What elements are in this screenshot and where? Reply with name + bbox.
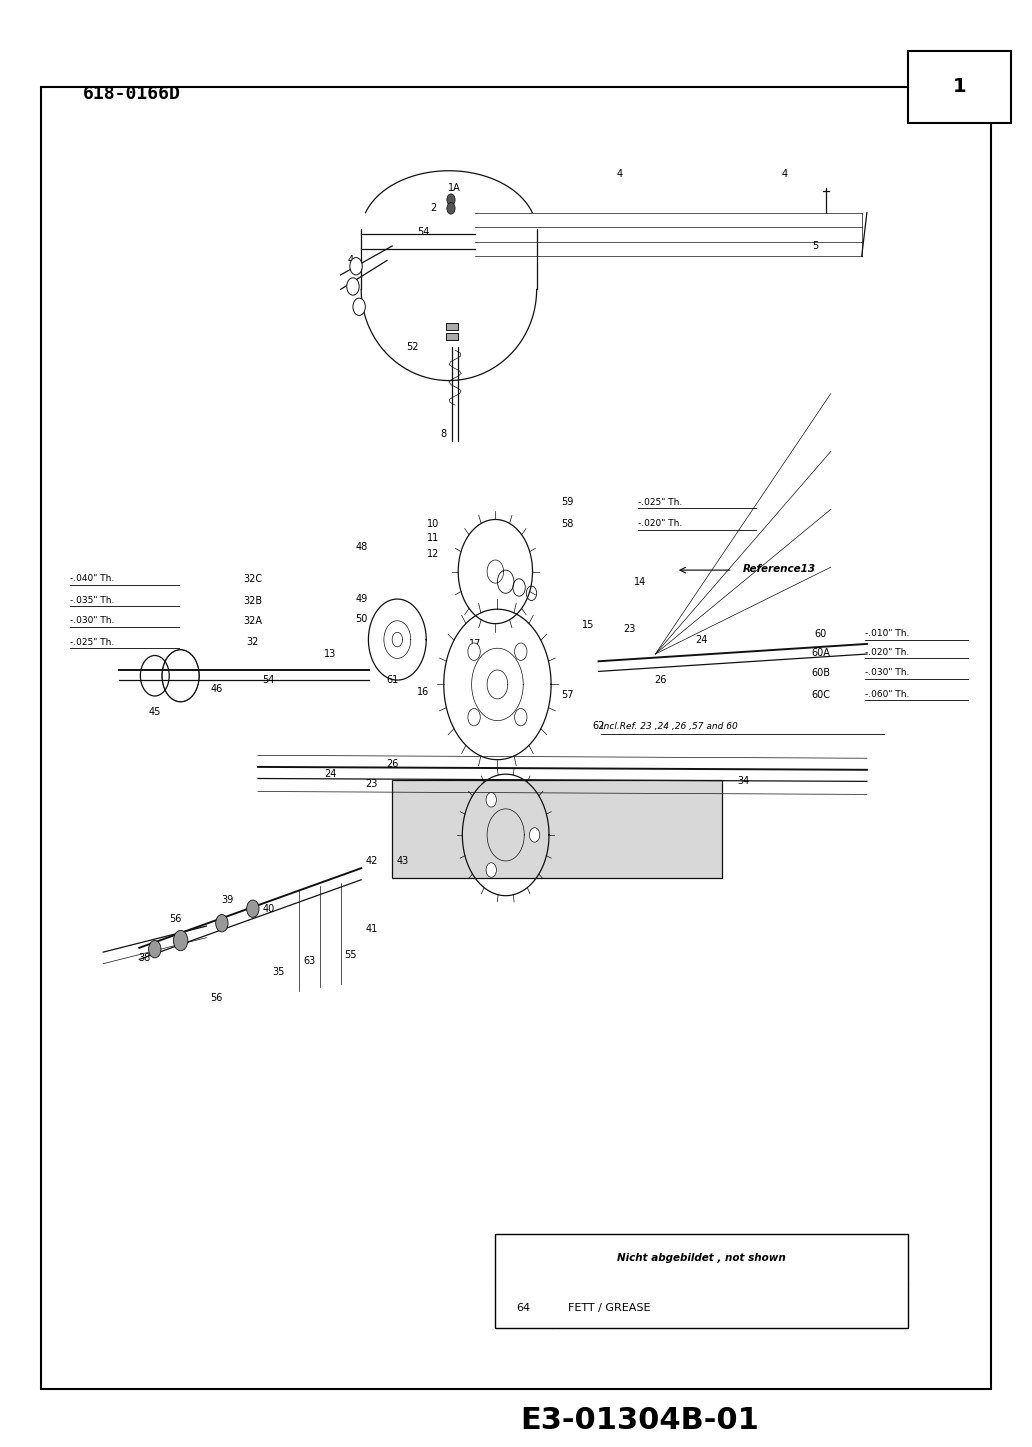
Text: 1A: 1A <box>448 184 460 192</box>
Text: 4: 4 <box>348 256 354 265</box>
Text: -.025" Th.: -.025" Th. <box>638 498 682 506</box>
Text: 59: 59 <box>561 498 574 506</box>
Text: 62: 62 <box>592 722 605 731</box>
Text: 57: 57 <box>561 690 574 699</box>
Text: -.030" Th.: -.030" Th. <box>70 616 115 625</box>
Text: 35: 35 <box>272 968 285 977</box>
Text: Nicht abgebildet , not shown: Nicht abgebildet , not shown <box>617 1253 786 1263</box>
Text: 41: 41 <box>365 925 378 933</box>
Text: 43: 43 <box>396 857 409 865</box>
Text: -.040" Th.: -.040" Th. <box>70 574 115 583</box>
Text: 23: 23 <box>365 780 378 789</box>
Text: 4: 4 <box>781 169 787 178</box>
Text: 26: 26 <box>386 760 398 768</box>
Text: 8: 8 <box>441 430 447 438</box>
Circle shape <box>216 915 228 932</box>
Text: 13: 13 <box>324 650 336 658</box>
Circle shape <box>486 862 496 877</box>
Circle shape <box>515 642 527 660</box>
Text: 34: 34 <box>737 777 749 786</box>
Text: 14: 14 <box>634 577 646 586</box>
Text: 40: 40 <box>262 904 275 913</box>
Bar <box>495 1234 908 1328</box>
Text: 50: 50 <box>355 615 367 624</box>
Text: 60: 60 <box>814 629 827 638</box>
Text: -.030" Th.: -.030" Th. <box>865 669 909 677</box>
Text: 32B: 32B <box>244 596 262 605</box>
Circle shape <box>447 194 455 205</box>
Text: 11: 11 <box>427 534 440 543</box>
Text: 32C: 32C <box>244 574 262 583</box>
Text: -.025" Th.: -.025" Th. <box>70 638 115 647</box>
Text: 39: 39 <box>221 896 233 904</box>
Circle shape <box>529 828 540 842</box>
Bar <box>908 51 1011 123</box>
Text: 42: 42 <box>365 857 378 865</box>
Text: 48: 48 <box>355 543 367 551</box>
Text: 60A: 60A <box>811 648 830 657</box>
Text: 24: 24 <box>696 635 708 644</box>
Text: 60B: 60B <box>811 669 830 677</box>
Text: 49: 49 <box>355 595 367 603</box>
Text: 54: 54 <box>417 227 429 236</box>
Circle shape <box>149 941 161 958</box>
Text: E3-01304B-01: E3-01304B-01 <box>520 1406 760 1435</box>
Text: 4: 4 <box>616 169 622 178</box>
Text: 10: 10 <box>427 519 440 528</box>
Text: 56: 56 <box>211 994 223 1003</box>
Text: FETT / GREASE: FETT / GREASE <box>568 1302 650 1312</box>
Text: 2: 2 <box>430 204 437 213</box>
Text: 618-0166D: 618-0166D <box>83 85 181 103</box>
Circle shape <box>486 793 496 807</box>
Circle shape <box>447 203 455 214</box>
Text: -.060" Th.: -.060" Th. <box>865 690 909 699</box>
Circle shape <box>347 278 359 295</box>
Text: 38: 38 <box>138 954 151 962</box>
Text: 61: 61 <box>386 676 398 684</box>
Text: -.020" Th.: -.020" Th. <box>638 519 682 528</box>
Text: 56: 56 <box>169 915 182 923</box>
Text: 15: 15 <box>582 621 594 629</box>
Text: 55: 55 <box>345 951 357 959</box>
Text: 1: 1 <box>953 77 967 97</box>
Text: 5: 5 <box>812 242 818 250</box>
Circle shape <box>467 709 480 726</box>
Circle shape <box>247 900 259 917</box>
Text: 46: 46 <box>211 684 223 693</box>
Circle shape <box>467 642 480 660</box>
Text: 23: 23 <box>623 625 636 634</box>
Text: Reference13: Reference13 <box>743 564 816 573</box>
Text: 24: 24 <box>324 770 336 778</box>
Text: -.020" Th.: -.020" Th. <box>865 648 909 657</box>
Circle shape <box>353 298 365 315</box>
Text: 63: 63 <box>303 956 316 965</box>
Text: 32A: 32A <box>244 616 262 625</box>
Text: -.035" Th.: -.035" Th. <box>70 596 115 605</box>
Bar <box>392 780 722 878</box>
Text: 64: 64 <box>516 1302 530 1312</box>
Circle shape <box>173 930 188 951</box>
Text: 54: 54 <box>262 676 275 684</box>
Bar <box>446 323 458 330</box>
Text: 26: 26 <box>654 676 667 684</box>
Text: 58: 58 <box>561 519 574 528</box>
Text: 52: 52 <box>407 343 419 352</box>
Text: 60C: 60C <box>811 690 830 699</box>
Circle shape <box>515 709 527 726</box>
Text: -.010" Th.: -.010" Th. <box>865 629 909 638</box>
Text: 32: 32 <box>247 638 259 647</box>
Bar <box>446 333 458 340</box>
Text: Incl.Ref. 23 ,24 ,26 ,57 and 60: Incl.Ref. 23 ,24 ,26 ,57 and 60 <box>601 722 738 731</box>
Text: 45: 45 <box>149 708 161 716</box>
Text: 16: 16 <box>417 687 429 696</box>
Circle shape <box>350 258 362 275</box>
Text: 17: 17 <box>469 640 481 648</box>
Text: 12: 12 <box>427 550 440 559</box>
